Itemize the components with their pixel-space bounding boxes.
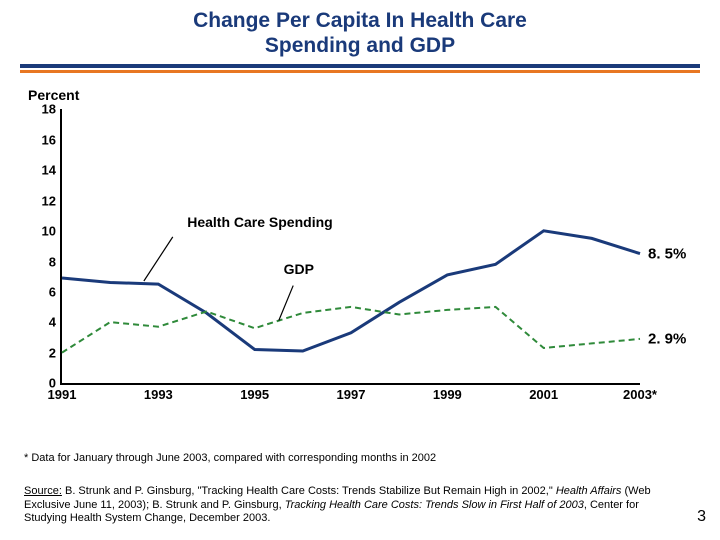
x-tick: 1997 (337, 383, 366, 402)
y-tick: 4 (49, 315, 62, 330)
x-tick: 1995 (240, 383, 269, 402)
y-tick: 14 (42, 163, 62, 178)
end-label-hcs: 8. 5% (648, 245, 686, 262)
y-tick: 8 (49, 254, 62, 269)
chart: 0246810121416181991199319951997199920012… (60, 109, 640, 409)
label-pointer (144, 237, 173, 281)
title-line2: Spending and GDP (265, 34, 455, 57)
x-tick: 2001 (529, 383, 558, 402)
page-number: 3 (697, 508, 706, 526)
chart-svg (62, 109, 640, 383)
x-tick: 1993 (144, 383, 173, 402)
title-line1: Change Per Capita In Health Care (193, 9, 527, 32)
chart-plot-area: 0246810121416181991199319951997199920012… (60, 109, 640, 385)
title-rule-bottom (20, 70, 700, 73)
y-axis-label: Percent (28, 87, 720, 103)
y-tick: 12 (42, 193, 62, 208)
footnote-source: Source: B. Strunk and P. Ginsburg, "Trac… (24, 485, 680, 526)
y-tick: 6 (49, 285, 62, 300)
series-line (62, 231, 640, 351)
title-rule-top (20, 64, 700, 68)
footnote-asterisk: * Data for January through June 2003, co… (24, 452, 680, 466)
end-label-gdp: 2. 9% (648, 331, 686, 348)
y-tick: 16 (42, 132, 62, 147)
slide-title: Change Per Capita In Health Care Spendin… (0, 0, 720, 64)
x-tick: 2003* (623, 383, 657, 402)
x-tick: 1999 (433, 383, 462, 402)
label-pointer (279, 286, 293, 321)
series-line (62, 307, 640, 353)
y-tick: 18 (42, 102, 62, 117)
series-label-hcs: Health Care Spending (187, 214, 332, 230)
y-tick: 10 (42, 224, 62, 239)
series-label-gdp: GDP (284, 261, 314, 277)
y-tick: 2 (49, 345, 62, 360)
x-tick: 1991 (48, 383, 77, 402)
